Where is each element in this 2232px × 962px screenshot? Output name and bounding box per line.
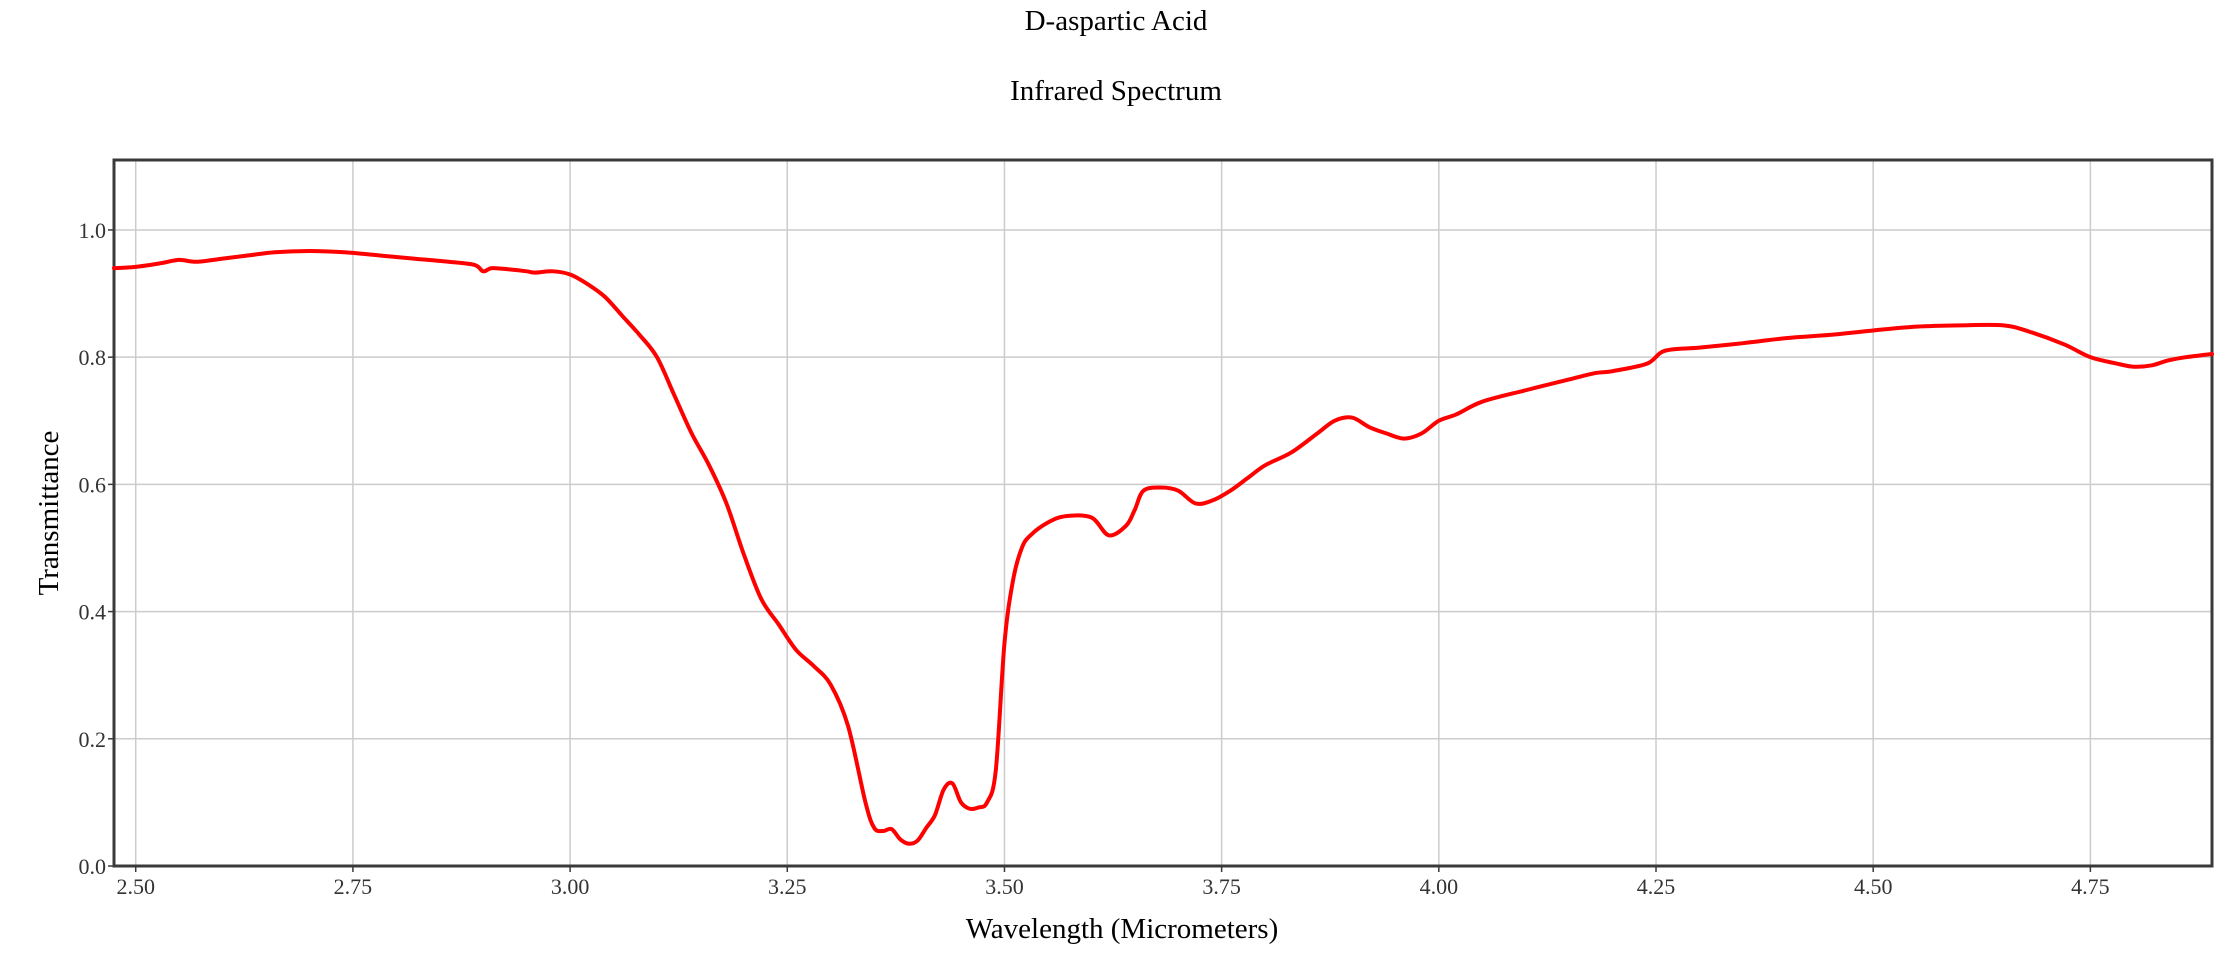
y-axis: 0.0 0.2 0.4 0.6 0.8 1.0 [79, 218, 114, 879]
y-tick-label: 0.6 [79, 472, 107, 497]
x-tick-label: 3.75 [1202, 874, 1241, 899]
x-tick-label: 3.25 [768, 874, 807, 899]
y-tick-label: 1.0 [79, 218, 107, 243]
plot-area [112, 158, 2214, 868]
x-tick-label: 3.50 [985, 874, 1024, 899]
chart-subtitle: Infrared Spectrum [1010, 75, 1222, 107]
x-axis-label: Wavelength (Micrometers) [966, 913, 1279, 945]
series-line [112, 248, 2214, 846]
x-tick-label: 2.50 [116, 874, 155, 899]
y-tick-label: 0.2 [79, 727, 107, 752]
y-tick-label: 0.0 [79, 854, 107, 879]
x-tick-label: 2.75 [334, 874, 373, 899]
x-tick-label: 4.00 [1420, 874, 1459, 899]
chart-title: D-aspartic Acid [1025, 5, 1208, 37]
y-tick-label: 0.4 [79, 600, 107, 625]
y-tick-label: 0.8 [79, 345, 107, 370]
x-tick-label: 4.50 [1854, 874, 1893, 899]
x-axis: 2.50 2.75 3.00 3.25 3.50 3.75 4.00 4.25 4.50 4.75 [116, 866, 2110, 899]
x-tick-label: 3.00 [551, 874, 590, 899]
x-tick-label: 4.25 [1637, 874, 1676, 899]
y-axis-label: Transmittance [33, 431, 65, 596]
x-tick-label: 4.75 [2071, 874, 2110, 899]
